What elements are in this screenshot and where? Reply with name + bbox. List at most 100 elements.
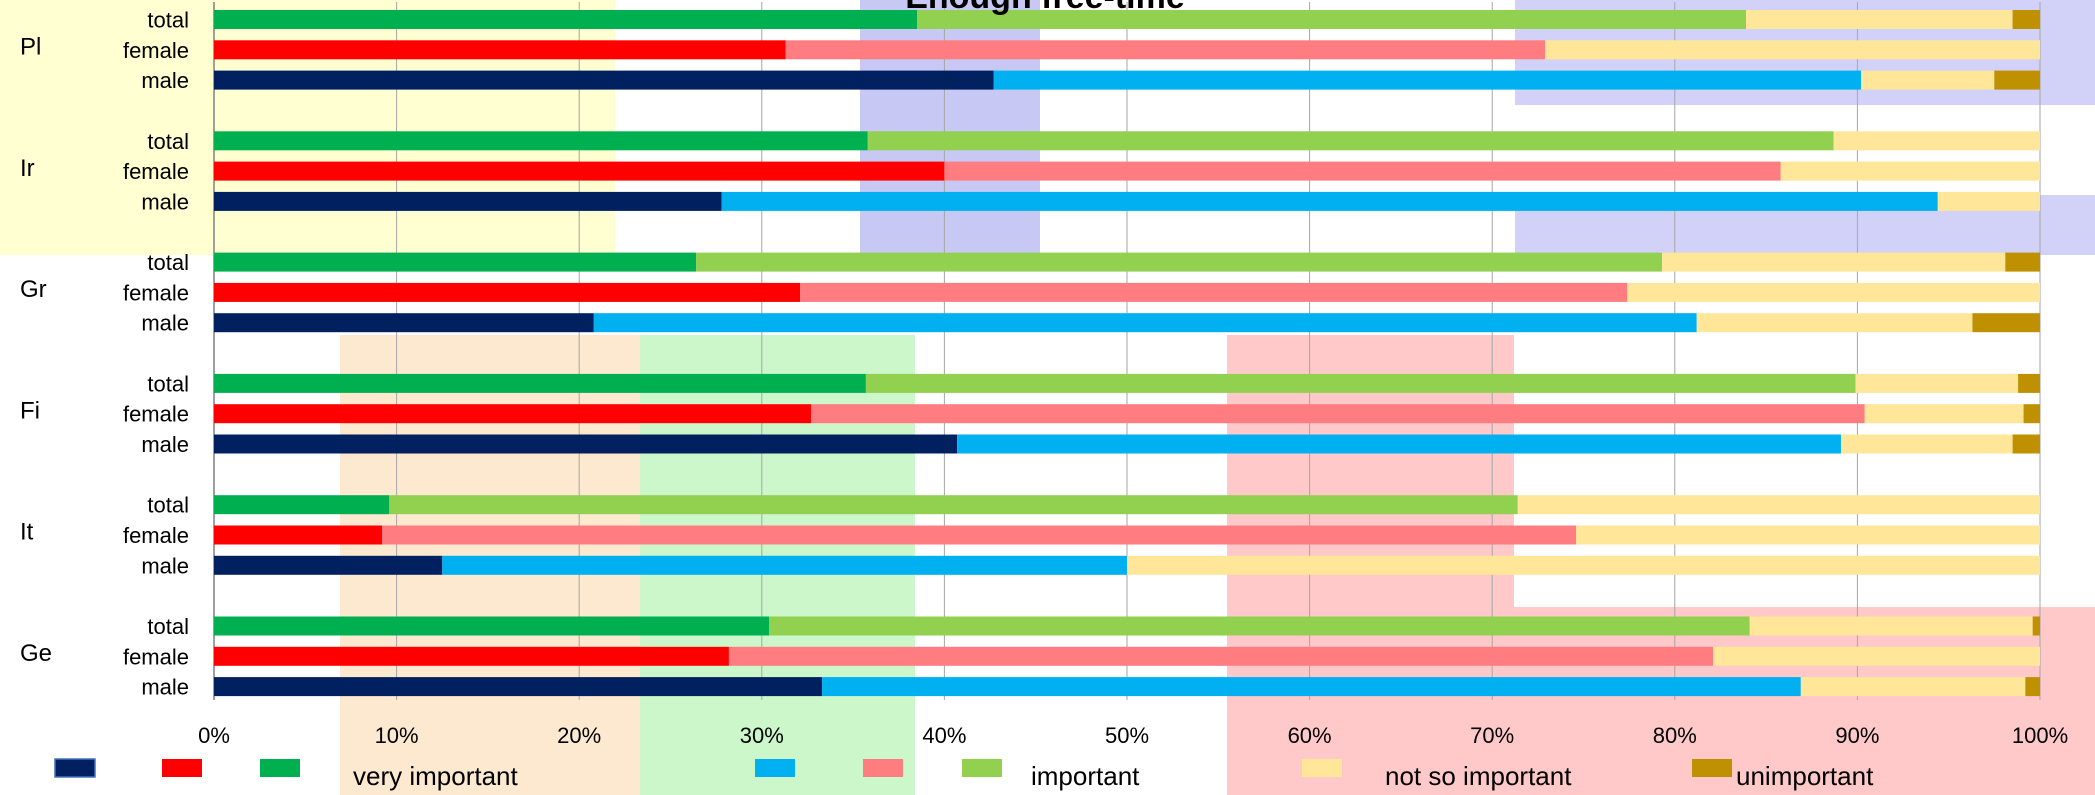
bar-segment bbox=[2025, 677, 2040, 697]
bar-segment bbox=[214, 313, 594, 333]
bar-segment bbox=[2012, 10, 2040, 29]
bar-segment bbox=[214, 161, 945, 181]
bar-segment bbox=[214, 555, 443, 575]
country-label: It bbox=[20, 519, 34, 546]
bar-segment bbox=[822, 677, 1801, 697]
bar-segment bbox=[442, 555, 1127, 575]
country-label: Pl bbox=[20, 34, 41, 61]
legend-swatch bbox=[863, 759, 903, 777]
bar-segment bbox=[214, 10, 918, 29]
background-band bbox=[1514, 607, 2095, 795]
bar-segment bbox=[1994, 70, 2040, 90]
bar-segment bbox=[993, 70, 1862, 90]
bar-segment bbox=[214, 252, 697, 272]
row-label: female bbox=[123, 159, 189, 184]
row-label: female bbox=[123, 644, 189, 669]
row-label: total bbox=[147, 493, 189, 518]
legend-swatch bbox=[962, 759, 1002, 777]
x-tick-label: 60% bbox=[1288, 723, 1332, 748]
bar-segment bbox=[2012, 434, 2040, 454]
row-label: male bbox=[141, 311, 189, 336]
row-label: total bbox=[147, 250, 189, 275]
bar-segment bbox=[1746, 10, 2013, 29]
row-label: male bbox=[141, 68, 189, 93]
bar-segment bbox=[214, 131, 868, 151]
bar-segment bbox=[214, 495, 390, 515]
bar-segment bbox=[867, 131, 1834, 151]
legend-swatch bbox=[1692, 759, 1732, 777]
bar-segment bbox=[1800, 677, 2026, 697]
background-band bbox=[860, 0, 1040, 255]
bar-segment bbox=[214, 191, 722, 211]
row-label: female bbox=[123, 523, 189, 548]
bar-segment bbox=[944, 161, 1781, 181]
bar-segment bbox=[214, 677, 823, 697]
x-tick-label: 80% bbox=[1653, 723, 1697, 748]
bar-segment bbox=[1855, 373, 2019, 393]
bar-segment bbox=[2032, 616, 2040, 636]
legend-swatch bbox=[755, 759, 795, 777]
bars bbox=[214, 10, 2040, 697]
bar-segment bbox=[1749, 616, 2033, 636]
bar-segment bbox=[800, 282, 1628, 302]
legend-label: important bbox=[1031, 761, 1140, 791]
bar-segment bbox=[1833, 131, 2040, 151]
bar-segment bbox=[1517, 495, 2040, 515]
bar-segment bbox=[917, 10, 1747, 29]
bar-segment bbox=[214, 373, 866, 393]
row-label: female bbox=[123, 280, 189, 305]
row-labels: Pl total female male Ir total female male Gr tota… bbox=[20, 8, 189, 700]
bar-segment bbox=[1662, 252, 2006, 272]
bar-segment bbox=[1545, 40, 2040, 60]
gridlines bbox=[213, 2, 2041, 700]
bar-segment bbox=[214, 525, 382, 545]
legend-swatch bbox=[162, 759, 202, 777]
bar-segment bbox=[389, 495, 1518, 515]
bar-segment bbox=[2005, 252, 2040, 272]
country-label: Ir bbox=[20, 155, 35, 182]
bar-segment bbox=[1576, 525, 2040, 545]
row-label: total bbox=[147, 8, 189, 33]
bar-segment bbox=[1840, 434, 2013, 454]
x-tick-label: 90% bbox=[1835, 723, 1879, 748]
bar-segment bbox=[214, 70, 994, 90]
legend-swatch bbox=[260, 759, 300, 777]
x-tick-label: 30% bbox=[740, 723, 784, 748]
x-tick-label: 0% bbox=[198, 723, 230, 748]
bar-segment bbox=[769, 616, 1750, 636]
bar-segment bbox=[1864, 404, 2024, 424]
bar-segment bbox=[1127, 555, 2040, 575]
bar-segment bbox=[1780, 161, 2040, 181]
bar-segment bbox=[1696, 313, 1973, 333]
bar-segment bbox=[865, 373, 1856, 393]
x-tick-label: 20% bbox=[557, 723, 601, 748]
bar-segment bbox=[696, 252, 1663, 272]
bar-segment bbox=[1972, 313, 2040, 333]
legend-swatch bbox=[54, 758, 96, 778]
bar-segment bbox=[811, 404, 1865, 424]
bar-segment bbox=[381, 525, 1577, 545]
x-tick-label: 100% bbox=[2012, 723, 2068, 748]
x-tick-label: 50% bbox=[1105, 723, 1149, 748]
legend-swatch bbox=[1302, 759, 1342, 777]
country-label: Gr bbox=[20, 276, 47, 303]
country-label: Ge bbox=[20, 640, 52, 667]
legend-label: unimportant bbox=[1736, 761, 1874, 791]
legend-label: very important bbox=[353, 761, 518, 791]
bar-segment bbox=[214, 646, 729, 666]
legend-label: not so important bbox=[1385, 761, 1572, 791]
chart-title: Enough free-time bbox=[905, 0, 1185, 16]
row-label: female bbox=[123, 38, 189, 63]
bar-segment bbox=[214, 434, 958, 454]
row-label: male bbox=[141, 432, 189, 457]
bar-segment bbox=[2018, 373, 2040, 393]
legend: very important important not so important u… bbox=[54, 758, 1874, 791]
bar-segment bbox=[785, 40, 1546, 60]
row-label: total bbox=[147, 614, 189, 639]
bar-segment bbox=[214, 282, 801, 302]
bar-segment bbox=[1861, 70, 1995, 90]
row-label: male bbox=[141, 553, 189, 578]
row-label: male bbox=[141, 675, 189, 700]
row-label: female bbox=[123, 402, 189, 427]
